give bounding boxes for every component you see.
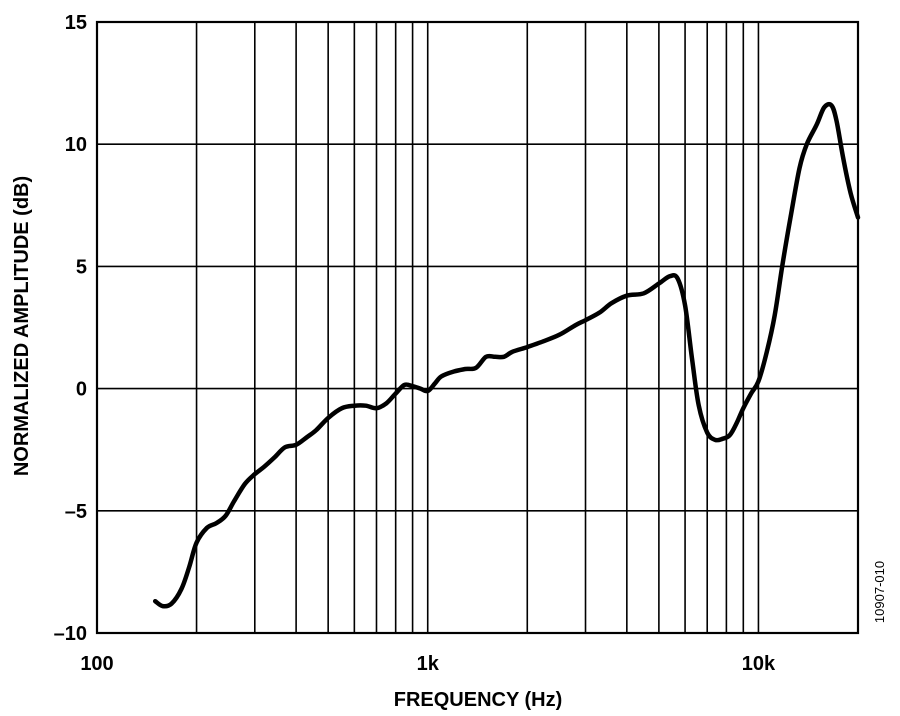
y-tick-label: 0 <box>76 379 87 401</box>
y-tick-label: 5 <box>76 256 87 278</box>
tick-labels: 15 10 5 0 –5 –10 100 1k 10k <box>54 12 776 675</box>
x-axis-title: FREQUENCY (Hz) <box>394 689 563 711</box>
grid-lines <box>97 22 858 633</box>
x-tick-label: 1k <box>417 653 440 675</box>
amplitude-response-curve <box>152 101 861 609</box>
y-tick-label: 10 <box>65 134 87 156</box>
figure-id: 10907-010 <box>872 561 887 623</box>
y-tick-label: –5 <box>65 501 87 523</box>
plot-frame <box>95 20 860 635</box>
x-tick-label: 10k <box>742 653 776 675</box>
x-tick-label: 100 <box>80 653 113 675</box>
y-tick-label: –10 <box>54 623 87 645</box>
y-tick-label: 15 <box>65 12 87 34</box>
y-axis-title: NORMALIZED AMPLITUDE (dB) <box>11 176 33 476</box>
